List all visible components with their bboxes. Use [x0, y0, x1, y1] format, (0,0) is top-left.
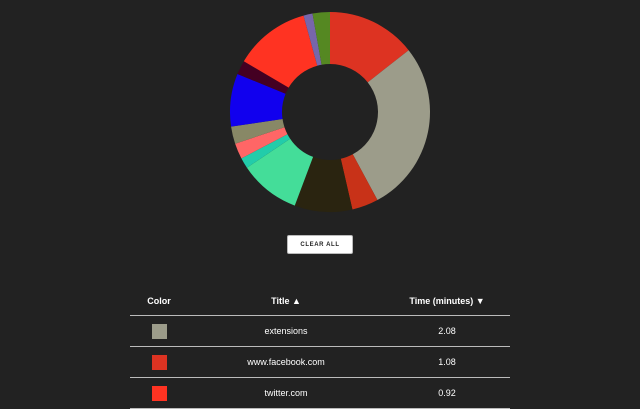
title-cell: www.facebook.com: [188, 346, 384, 378]
header-row: Color Title ▲ Time (minutes) ▼: [130, 286, 510, 316]
page: {"chart_data": {"type": "donut", "values…: [130, 12, 510, 409]
color-swatch: [151, 323, 167, 339]
donut-segment: [352, 50, 430, 201]
donut-segment: [312, 12, 330, 65]
color-swatch: [151, 354, 167, 370]
donut-segment: [241, 134, 291, 168]
title-cell: extensions: [188, 315, 384, 347]
color-swatch: [151, 385, 167, 401]
donut-segment: [231, 119, 285, 144]
clear-all-button[interactable]: CLEAR ALL: [287, 235, 353, 254]
title-cell: twitter.com: [188, 377, 384, 409]
time-cell: 2.08: [384, 315, 510, 347]
donut-segment: [235, 127, 288, 159]
donut-segment: [246, 138, 314, 206]
table-row: www.facebook.com 1.08: [130, 346, 510, 378]
time-header[interactable]: Time (minutes) ▼: [384, 286, 510, 316]
color-cell: [130, 346, 188, 378]
donut-chart: [230, 12, 430, 212]
title-header[interactable]: Title ▲: [188, 286, 384, 316]
donut-segment: [340, 154, 378, 210]
donut-segment: [230, 74, 286, 127]
donut-segment: [237, 61, 289, 94]
donut-segment: [243, 15, 318, 88]
time-cell: 0.92: [384, 377, 510, 409]
donut-segment: [330, 12, 409, 83]
time-cell: 1.08: [384, 346, 510, 378]
color-cell: [130, 315, 188, 347]
table-row: twitter.com 0.92: [130, 377, 510, 409]
table-row: extensions 2.08: [130, 315, 510, 347]
color-cell: [130, 377, 188, 409]
color-header[interactable]: Color: [130, 286, 188, 316]
time-table: Color Title ▲ Time (minutes) ▼ extension…: [130, 286, 510, 409]
donut-segment: [294, 156, 353, 212]
donut-segment: [303, 13, 322, 66]
